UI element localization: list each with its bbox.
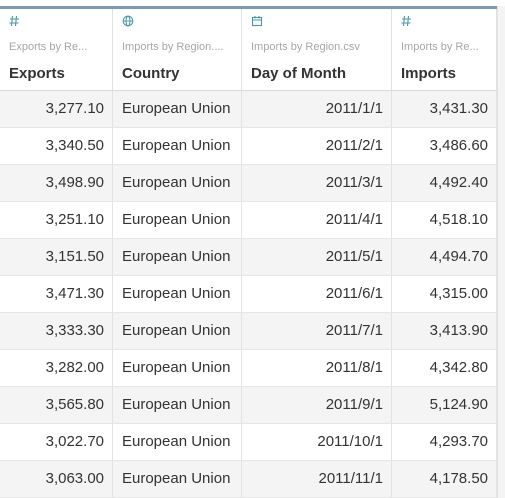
cell-country[interactable]: European Union <box>113 424 242 460</box>
cell-imports[interactable]: 4,518.10 <box>392 202 497 238</box>
cell-imports[interactable]: 3,413.90 <box>392 313 497 349</box>
cell-day-of-month[interactable]: 2011/3/1 <box>242 165 392 201</box>
column-header-exports[interactable]: Exports by Re... Exports <box>0 9 113 90</box>
table-row[interactable]: 3,063.00 European Union 2011/11/1 4,178.… <box>0 461 497 498</box>
cell-imports[interactable]: 4,492.40 <box>392 165 497 201</box>
cell-country[interactable]: European Union <box>113 350 242 386</box>
cell-imports[interactable]: 3,486.60 <box>392 128 497 164</box>
cell-country[interactable]: European Union <box>113 387 242 423</box>
column-name: Country <box>122 65 180 82</box>
cell-exports[interactable]: 3,022.70 <box>0 424 113 460</box>
column-source: Imports by Region.csv <box>251 41 360 53</box>
column-header-country[interactable]: Imports by Region.... Country <box>113 9 242 90</box>
column-name: Day of Month <box>251 65 346 82</box>
cell-day-of-month[interactable]: 2011/4/1 <box>242 202 392 238</box>
table-row[interactable]: 3,022.70 European Union 2011/10/1 4,293.… <box>0 424 497 461</box>
cell-imports[interactable]: 4,494.70 <box>392 239 497 275</box>
cell-day-of-month[interactable]: 2011/6/1 <box>242 276 392 312</box>
column-source: Imports by Re... <box>401 41 479 53</box>
cell-day-of-month[interactable]: 2011/5/1 <box>242 239 392 275</box>
cell-imports[interactable]: 4,342.80 <box>392 350 497 386</box>
cell-imports[interactable]: 4,315.00 <box>392 276 497 312</box>
column-header-imports[interactable]: Imports by Re... Imports <box>392 9 497 90</box>
cell-country[interactable]: European Union <box>113 165 242 201</box>
cell-country[interactable]: European Union <box>113 276 242 312</box>
cell-country[interactable]: European Union <box>113 91 242 127</box>
cell-day-of-month[interactable]: 2011/2/1 <box>242 128 392 164</box>
table-row[interactable]: 3,565.80 European Union 2011/9/1 5,124.9… <box>0 387 497 424</box>
cell-country[interactable]: European Union <box>113 128 242 164</box>
calendar-icon <box>251 15 263 27</box>
cell-exports[interactable]: 3,277.10 <box>0 91 113 127</box>
grid-header: Exports by Re... Exports Imports by Regi… <box>0 9 497 91</box>
cell-country[interactable]: European Union <box>113 313 242 349</box>
table-row[interactable]: 3,151.50 European Union 2011/5/1 4,494.7… <box>0 239 497 276</box>
cell-imports[interactable]: 3,431.30 <box>392 91 497 127</box>
cell-exports[interactable]: 3,565.80 <box>0 387 113 423</box>
hash-icon <box>401 15 412 27</box>
cell-exports[interactable]: 3,340.50 <box>0 128 113 164</box>
table-row[interactable]: 3,471.30 European Union 2011/6/1 4,315.0… <box>0 276 497 313</box>
cell-exports[interactable]: 3,063.00 <box>0 461 113 497</box>
cell-country[interactable]: European Union <box>113 239 242 275</box>
cell-imports[interactable]: 4,178.50 <box>392 461 497 497</box>
cell-day-of-month[interactable]: 2011/8/1 <box>242 350 392 386</box>
hash-icon <box>9 15 20 27</box>
table-row[interactable]: 3,498.90 European Union 2011/3/1 4,492.4… <box>0 165 497 202</box>
cell-exports[interactable]: 3,151.50 <box>0 239 113 275</box>
globe-icon <box>122 15 134 27</box>
table-row[interactable]: 3,251.10 European Union 2011/4/1 4,518.1… <box>0 202 497 239</box>
cell-exports[interactable]: 3,471.30 <box>0 276 113 312</box>
column-source: Exports by Re... <box>9 41 88 53</box>
cell-day-of-month[interactable]: 2011/7/1 <box>242 313 392 349</box>
cell-day-of-month[interactable]: 2011/9/1 <box>242 387 392 423</box>
column-source: Imports by Region.... <box>122 41 224 53</box>
table-row[interactable]: 3,333.30 European Union 2011/7/1 3,413.9… <box>0 313 497 350</box>
vertical-scrollbar[interactable] <box>497 6 505 498</box>
cell-day-of-month[interactable]: 2011/1/1 <box>242 91 392 127</box>
table-row[interactable]: 3,277.10 European Union 2011/1/1 3,431.3… <box>0 91 497 128</box>
cell-country[interactable]: European Union <box>113 461 242 497</box>
cell-day-of-month[interactable]: 2011/11/1 <box>242 461 392 497</box>
cell-exports[interactable]: 3,498.90 <box>0 165 113 201</box>
column-header-day-of-month[interactable]: Imports by Region.csv Day of Month <box>242 9 392 90</box>
table-row[interactable]: 3,282.00 European Union 2011/8/1 4,342.8… <box>0 350 497 387</box>
cell-country[interactable]: European Union <box>113 202 242 238</box>
cell-exports[interactable]: 3,282.00 <box>0 350 113 386</box>
cell-exports[interactable]: 3,251.10 <box>0 202 113 238</box>
grid-top-border <box>0 6 497 9</box>
cell-imports[interactable]: 5,124.90 <box>392 387 497 423</box>
column-name: Imports <box>401 65 457 82</box>
table-row[interactable]: 3,340.50 European Union 2011/2/1 3,486.6… <box>0 128 497 165</box>
cell-day-of-month[interactable]: 2011/10/1 <box>242 424 392 460</box>
cell-imports[interactable]: 4,293.70 <box>392 424 497 460</box>
cell-exports[interactable]: 3,333.30 <box>0 313 113 349</box>
column-name: Exports <box>9 65 65 82</box>
